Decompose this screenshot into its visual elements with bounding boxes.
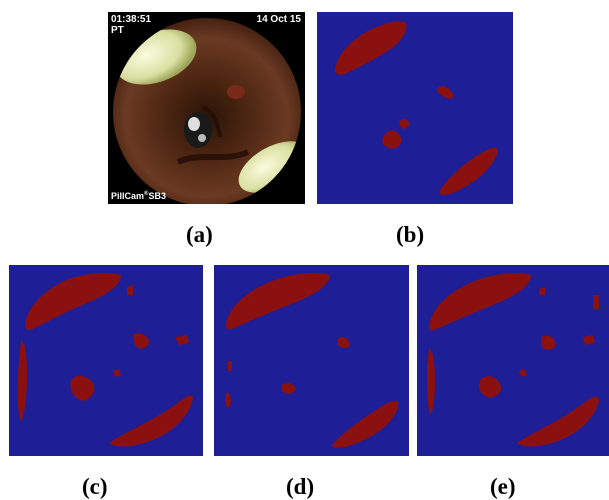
device-label: PillCam®SB3 (111, 189, 166, 202)
mask-region (282, 382, 296, 394)
mask-region (479, 376, 501, 398)
mask-region (113, 369, 121, 377)
caption-a: (a) (186, 222, 213, 247)
mask-region (519, 369, 527, 377)
mask-region (583, 335, 595, 345)
mask-region (335, 21, 407, 75)
endoscopy-image (108, 12, 305, 204)
mask-region (226, 272, 330, 330)
segmentation-result-c-panel (9, 265, 203, 456)
ground-truth-mask-panel (317, 12, 513, 204)
device-name: PillCam (111, 191, 145, 201)
mask-region (133, 333, 149, 349)
device-model: SB3 (148, 191, 166, 201)
endoscopy-photo-panel: 01:38:51 14 Oct 15 PT PillCam®SB3 (108, 12, 305, 204)
mask-region (437, 86, 454, 99)
mask-region (382, 130, 402, 149)
segmentation-result-d-panel (214, 265, 409, 456)
caption-b: (b) (396, 222, 425, 247)
mask-region (427, 348, 435, 415)
mask-region (429, 272, 531, 331)
mask-region (17, 340, 27, 421)
caption-e: (e) (490, 474, 516, 499)
mask-region (25, 272, 121, 330)
mask-region (109, 395, 193, 447)
mask-region (517, 396, 599, 447)
mask-region (338, 337, 350, 348)
segmentation-mask-d (214, 265, 409, 456)
mask-region (399, 119, 409, 129)
ground-truth-mask (317, 12, 513, 204)
mask-region (70, 375, 95, 401)
caption-c: (c) (82, 474, 108, 499)
caption-d: (d) (286, 474, 315, 499)
mask-region (439, 147, 498, 195)
mask-region (175, 335, 189, 345)
registered-mark: ® (144, 191, 149, 197)
mask-region (541, 335, 556, 350)
timestamp-label: 01:38:51 (111, 14, 152, 25)
segmentation-mask-e (417, 265, 609, 456)
mask-region (225, 392, 231, 408)
segmentation-result-e-panel (417, 265, 609, 456)
mask-region (228, 361, 232, 371)
mask-region (127, 285, 133, 295)
mask-region (539, 287, 545, 295)
mask-region (332, 400, 399, 448)
date-label: 14 Oct 15 (256, 14, 301, 25)
segmentation-mask-c (9, 265, 203, 456)
position-label: PT (111, 25, 124, 36)
mask-region (593, 295, 599, 309)
